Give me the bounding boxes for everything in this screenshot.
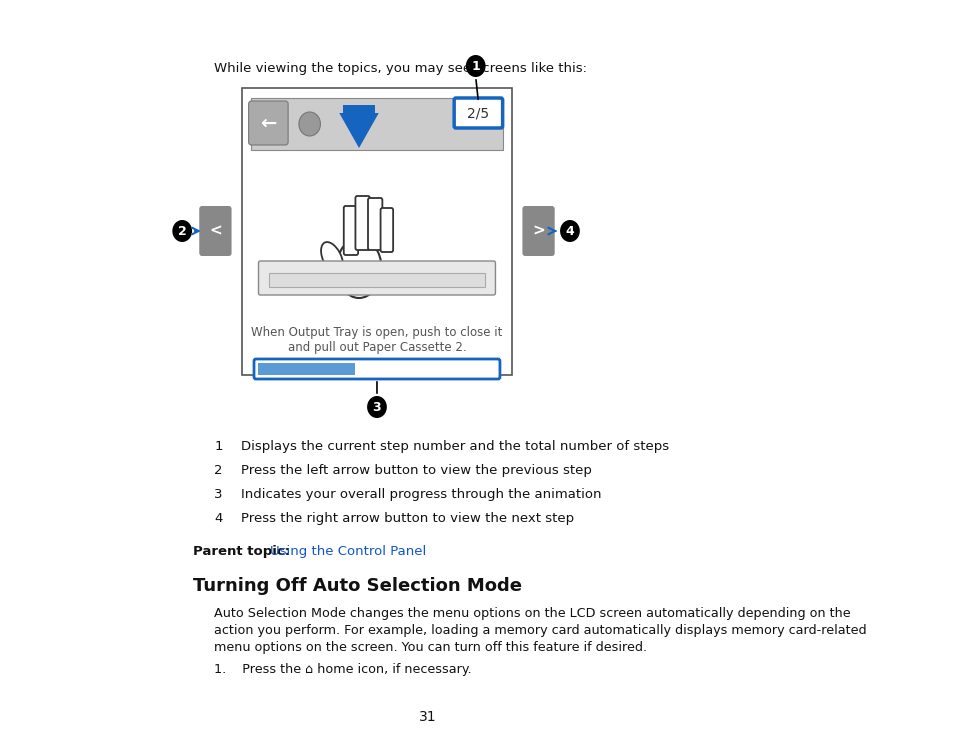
Text: 1: 1 [471,60,479,72]
FancyBboxPatch shape [380,208,393,252]
Text: While viewing the topics, you may see screens like this:: While viewing the topics, you may see sc… [213,62,586,75]
Circle shape [559,220,579,242]
Text: When Output Tray is open, push to close it: When Output Tray is open, push to close … [251,326,502,339]
Text: and pull out Paper Cassette 2.: and pull out Paper Cassette 2. [288,341,466,354]
Text: 3: 3 [213,488,222,501]
Text: Press the left arrow button to view the previous step: Press the left arrow button to view the … [240,464,591,477]
Text: 2/5: 2/5 [467,106,489,120]
Text: menu options on the screen. You can turn off this feature if desired.: menu options on the screen. You can turn… [213,641,646,654]
Text: Displays the current step number and the total number of steps: Displays the current step number and the… [240,440,668,453]
Circle shape [172,220,192,242]
FancyBboxPatch shape [199,206,232,256]
Text: 2: 2 [177,224,187,238]
Text: ←: ← [260,114,276,133]
Text: Press the right arrow button to view the next step: Press the right arrow button to view the… [240,512,573,525]
Circle shape [465,55,485,77]
FancyBboxPatch shape [251,98,502,150]
Circle shape [367,396,387,418]
Text: 4: 4 [214,512,222,525]
Text: 1.    Press the ⌂ home icon, if necessary.: 1. Press the ⌂ home icon, if necessary. [213,663,471,676]
FancyBboxPatch shape [269,273,484,287]
FancyBboxPatch shape [355,196,370,250]
FancyBboxPatch shape [253,359,499,379]
FancyBboxPatch shape [454,98,502,128]
Text: 31: 31 [419,710,436,724]
Text: Using the Control Panel: Using the Control Panel [270,545,426,558]
Text: 4: 4 [565,224,574,238]
Text: Parent topic:: Parent topic: [193,545,290,558]
Text: >: > [532,224,544,238]
Text: 1: 1 [213,440,222,453]
Polygon shape [339,113,378,148]
Text: Auto Selection Mode changes the menu options on the LCD screen automatically dep: Auto Selection Mode changes the menu opt… [213,607,849,620]
FancyBboxPatch shape [242,88,511,375]
FancyBboxPatch shape [343,206,357,255]
Text: action you perform. For example, loading a memory card automatically displays me: action you perform. For example, loading… [213,624,865,637]
Ellipse shape [336,238,381,298]
Text: 2: 2 [213,464,222,477]
Ellipse shape [321,242,343,274]
FancyBboxPatch shape [342,105,375,117]
Text: Turning Off Auto Selection Mode: Turning Off Auto Selection Mode [193,577,521,595]
Text: Indicates your overall progress through the animation: Indicates your overall progress through … [240,488,600,501]
Text: <: < [209,224,221,238]
FancyBboxPatch shape [258,261,495,295]
FancyBboxPatch shape [522,206,554,256]
Circle shape [298,112,320,136]
FancyBboxPatch shape [249,101,288,145]
FancyBboxPatch shape [368,198,382,250]
Text: 3: 3 [373,401,381,413]
FancyBboxPatch shape [257,363,355,375]
